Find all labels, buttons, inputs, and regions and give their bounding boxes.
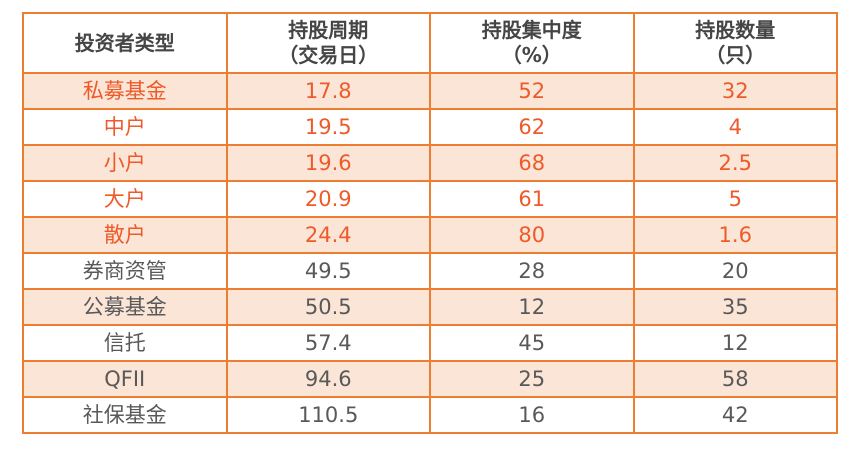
value-cell: 4 xyxy=(632,108,838,146)
column-title: 持股集中度 xyxy=(481,18,582,42)
value-cell: 12 xyxy=(632,324,838,362)
value-cell: 16 xyxy=(429,396,635,434)
column-title: 投资者类型 xyxy=(74,30,175,55)
value-cell: 62 xyxy=(429,108,635,146)
value-cell: 110.5 xyxy=(225,396,431,434)
investor-type-cell: 散户 xyxy=(22,216,228,254)
investor-type-cell: 私募基金 xyxy=(22,72,228,110)
investor-type-cell: 券商资管 xyxy=(22,252,228,290)
value-cell: 24.4 xyxy=(225,216,431,254)
value-cell: 80 xyxy=(429,216,635,254)
value-cell: 28 xyxy=(429,252,635,290)
value-cell: 5 xyxy=(632,180,838,218)
value-cell: 68 xyxy=(429,144,635,182)
investor-type-cell: 中户 xyxy=(22,108,228,146)
table-row: 大户 20.9 61 5 xyxy=(22,180,838,218)
column-header: 持股周期 （交易日） xyxy=(225,12,431,74)
investor-type-cell: 社保基金 xyxy=(22,396,228,434)
value-cell: 2.5 xyxy=(632,144,838,182)
table-row: 散户 24.4 80 1.6 xyxy=(22,216,838,254)
value-cell: 20 xyxy=(632,252,838,290)
table-row: 中户 19.5 62 4 xyxy=(22,108,838,146)
value-cell: 17.8 xyxy=(225,72,431,110)
value-cell: 20.9 xyxy=(225,180,431,218)
column-subtitle: （交易日） xyxy=(278,43,379,67)
column-header: 持股集中度 （%） xyxy=(429,12,635,74)
value-cell: 19.5 xyxy=(225,108,431,146)
table-row: 私募基金 17.8 52 32 xyxy=(22,72,838,110)
value-cell: 58 xyxy=(632,360,838,398)
value-cell: 1.6 xyxy=(632,216,838,254)
table-row: 券商资管 49.5 28 20 xyxy=(22,252,838,290)
value-cell: 35 xyxy=(632,288,838,326)
table-row: 公募基金 50.5 12 35 xyxy=(22,288,838,326)
column-header: 投资者类型 xyxy=(22,12,228,74)
value-cell: 12 xyxy=(429,288,635,326)
value-cell: 45 xyxy=(429,324,635,362)
column-title: 持股周期 xyxy=(288,18,369,42)
value-cell: 19.6 xyxy=(225,144,431,182)
value-cell: 57.4 xyxy=(225,324,431,362)
value-cell: 94.6 xyxy=(225,360,431,398)
value-cell: 61 xyxy=(429,180,635,218)
column-header: 持股数量 （只） xyxy=(632,12,838,74)
value-cell: 25 xyxy=(429,360,635,398)
table-row: 信托 57.4 45 12 xyxy=(22,324,838,362)
investor-type-cell: QFII xyxy=(22,360,228,398)
investor-type-cell: 大户 xyxy=(22,180,228,218)
value-cell: 52 xyxy=(429,72,635,110)
investor-holdings-table: 投资者类型 持股周期 （交易日） 持股集中度 （%） 持股数量 （只） 私募基金 17.8 52… xyxy=(22,12,838,434)
table-row: 社保基金 110.5 16 42 xyxy=(22,396,838,434)
investor-type-cell: 小户 xyxy=(22,144,228,182)
table-row: QFII 94.6 25 58 xyxy=(22,360,838,398)
column-title: 持股数量 xyxy=(695,18,776,42)
investor-type-cell: 公募基金 xyxy=(22,288,228,326)
column-subtitle: （%） xyxy=(501,43,562,67)
header-row: 投资者类型 持股周期 （交易日） 持股集中度 （%） 持股数量 （只） xyxy=(22,12,838,74)
value-cell: 50.5 xyxy=(225,288,431,326)
table-row: 小户 19.6 68 2.5 xyxy=(22,144,838,182)
table-header: 投资者类型 持股周期 （交易日） 持股集中度 （%） 持股数量 （只） xyxy=(22,12,838,74)
table-body: 私募基金 17.8 52 32 中户 19.5 62 4 小户 19.6 68 2.5 大户 20.9 61… xyxy=(22,72,838,434)
value-cell: 42 xyxy=(632,396,838,434)
column-subtitle: （只） xyxy=(705,43,766,67)
value-cell: 49.5 xyxy=(225,252,431,290)
investor-type-cell: 信托 xyxy=(22,324,228,362)
value-cell: 32 xyxy=(632,72,838,110)
